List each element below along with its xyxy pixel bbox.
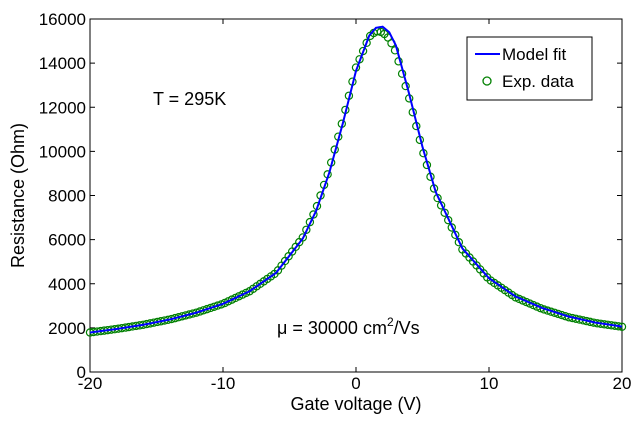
y-tick-label: 8000 (48, 187, 86, 206)
y-tick-label: 6000 (48, 231, 86, 250)
y-tick-label: 10000 (39, 142, 86, 161)
exp-data-point (199, 306, 208, 315)
exp-data-point (454, 237, 464, 247)
tick-labels: -20 -10 0 10 20 0 2000 4000 6000 8000 10000 12000 14… (39, 10, 632, 393)
x-tick-label: 0 (351, 374, 360, 393)
y-tick-label: 0 (77, 363, 86, 382)
legend: Model fit Exp. data (466, 36, 593, 101)
mobility-annotation-suffix: /Vs (394, 318, 420, 338)
x-tick-label: 20 (613, 374, 632, 393)
y-tick-label: 12000 (39, 98, 86, 117)
x-tick-label: -20 (78, 374, 103, 393)
model-fit-line (89, 25, 623, 334)
exp-data-point (209, 302, 219, 311)
y-tick-label: 16000 (39, 10, 86, 29)
legend-box (466, 36, 593, 101)
mobility-annotation-prefix: μ = 30000 cm (277, 318, 387, 338)
data-series (85, 25, 627, 337)
mobility-annotation: μ = 30000 cm2/Vs (277, 315, 420, 338)
exp-data-point (202, 304, 212, 314)
y-tick-label: 14000 (39, 54, 86, 73)
legend-model-fit-label: Model fit (502, 45, 567, 64)
temperature-annotation: T = 295K (153, 89, 226, 109)
exp-data-point (362, 38, 371, 48)
exp-data-point (213, 301, 222, 310)
mobility-annotation-superscript: 2 (387, 315, 394, 329)
exp-data-point (195, 307, 205, 316)
exp-data-point (390, 46, 400, 55)
exp-data-point (298, 233, 307, 242)
x-tick-label: -10 (211, 374, 236, 393)
y-tick-label: 4000 (48, 275, 86, 294)
legend-exp-data-label: Exp. data (502, 72, 574, 91)
exp-data-point (206, 303, 215, 313)
y-axis-label: Resistance (Ohm) (8, 123, 28, 268)
y-tick-label: 2000 (48, 319, 86, 338)
x-axis-label: Gate voltage (V) (290, 394, 421, 414)
axis-ticks (89, 18, 623, 373)
legend-exp-data-marker-symbol (482, 76, 492, 86)
x-tick-label: 10 (480, 374, 499, 393)
